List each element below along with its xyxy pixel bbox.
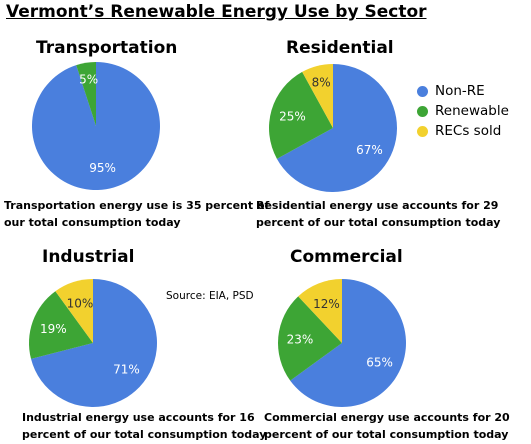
pie-chart-industrial: 71% 19%10% bbox=[28, 279, 157, 407]
caption-transportation-line-2: our total consumption today bbox=[4, 216, 181, 229]
pie-label-industrial-non-re: 71% bbox=[113, 362, 140, 376]
legend-label-recs-sold: RECs sold bbox=[435, 123, 502, 139]
pie-slice-residential-non-re bbox=[276, 64, 398, 192]
caption-residential: Residential energy use accounts for 29 p… bbox=[256, 197, 500, 231]
pie-label-residential-recs-sold: 8% bbox=[312, 76, 331, 90]
pie-slice-commercial-recs-sold bbox=[298, 279, 342, 343]
source-note: Source: EIA, PSD bbox=[166, 290, 254, 302]
pie-label-commercial-renewable: 23% bbox=[287, 333, 314, 347]
pie-slice-residential-renewable bbox=[269, 71, 333, 159]
pie-slice-commercial-non-re bbox=[290, 279, 406, 407]
legend-label-renewable: Renewable bbox=[435, 103, 509, 119]
caption-commercial-line-2: percent of our total consumption today bbox=[264, 428, 509, 441]
caption-industrial-line-1: Industrial energy use accounts for 16 bbox=[22, 411, 255, 424]
legend-label-non-re: Non-RE bbox=[435, 83, 485, 99]
pie-label-transportation-non-re: 95% bbox=[89, 161, 116, 175]
pie-chart-residential: 67% 25% 8% bbox=[269, 64, 398, 192]
pie-slice-commercial-renewable bbox=[277, 296, 342, 381]
pie-label-residential-non-re: 67% bbox=[356, 143, 383, 157]
pie-slice-industrial-recs-sold bbox=[55, 279, 93, 343]
pie-slice-industrial-non-re bbox=[31, 279, 157, 407]
pie-title-commercial: Commercial bbox=[290, 247, 403, 267]
legend-swatch-non-re bbox=[417, 85, 428, 97]
pie-chart-commercial: 65% 23% 12% bbox=[277, 279, 406, 407]
legend-item-recs-sold: RECs sold bbox=[417, 121, 509, 141]
pie-label-industrial-renewable: 19% bbox=[40, 322, 67, 336]
chart-title: Vermont’s Renewable Energy Use by Sector bbox=[6, 2, 427, 22]
caption-commercial-line-1: Commercial energy use accounts for 20 bbox=[264, 411, 510, 424]
legend-item-renewable: Renewable bbox=[417, 101, 509, 121]
legend-item-non-re: Non-RE bbox=[417, 81, 509, 101]
legend-swatch-recs-sold bbox=[417, 125, 428, 137]
caption-commercial: Commercial energy use accounts for 20 pe… bbox=[264, 409, 510, 443]
pie-slice-transportation-non-re bbox=[31, 62, 160, 190]
pie-slice-industrial-renewable bbox=[28, 291, 94, 359]
caption-industrial: Industrial energy use accounts for 16 pe… bbox=[22, 409, 266, 443]
caption-industrial-line-2: percent of our total consumption today bbox=[22, 428, 267, 441]
pie-label-commercial-recs-sold: 12% bbox=[313, 297, 340, 311]
pie-title-industrial: Industrial bbox=[42, 247, 135, 267]
pie-title-residential: Residential bbox=[286, 38, 394, 58]
caption-residential-line-1: Residential energy use accounts for 29 bbox=[256, 199, 499, 212]
legend: Non-RE Renewable RECs sold bbox=[417, 81, 509, 141]
pie-slice-residential-recs-sold bbox=[302, 64, 333, 128]
pie-label-commercial-non-re: 65% bbox=[366, 356, 393, 370]
pie-chart-transportation: 95% 5% bbox=[31, 62, 160, 190]
caption-transportation: Transportation energy use is 35 percent … bbox=[4, 197, 269, 231]
pie-label-transportation-renewable: 5% bbox=[79, 73, 98, 87]
pie-label-industrial-recs-sold: 10% bbox=[67, 296, 94, 310]
caption-residential-line-2: percent of our total consumption today bbox=[256, 216, 501, 229]
legend-swatch-renewable bbox=[417, 105, 428, 117]
pie-title-transportation: Transportation bbox=[36, 38, 178, 58]
pie-label-residential-renewable: 25% bbox=[279, 110, 306, 124]
caption-transportation-line-1: Transportation energy use is 35 percent … bbox=[4, 199, 270, 212]
pie-slice-transportation-renewable bbox=[76, 62, 96, 126]
